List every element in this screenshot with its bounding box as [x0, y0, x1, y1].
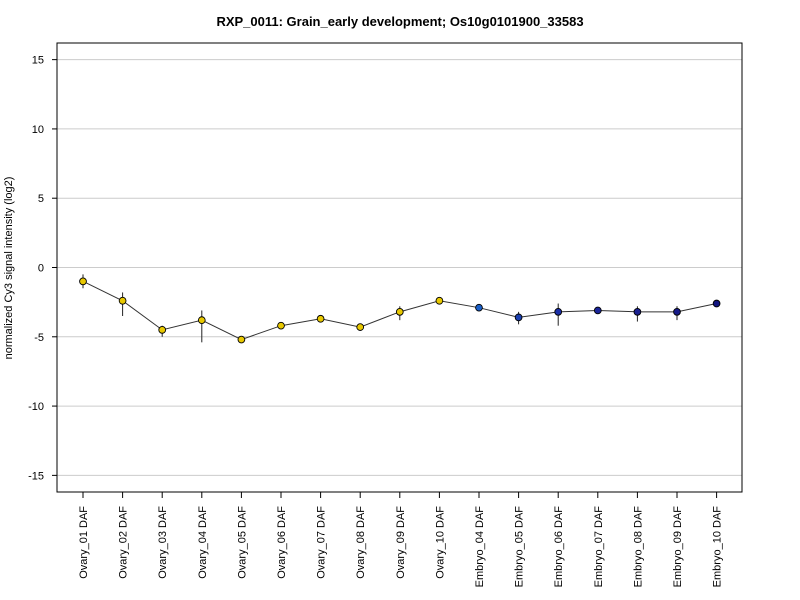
y-tick-label: 5 — [38, 193, 44, 205]
x-tick-label: Ovary_08 DAF — [355, 506, 367, 579]
chart-title: RXP_0011: Grain_early development; Os10g… — [216, 14, 583, 29]
data-point — [712, 299, 721, 308]
x-tick-label: Ovary_09 DAF — [395, 506, 407, 579]
grid-lines — [57, 59, 742, 476]
x-tick-label: Ovary_06 DAF — [276, 506, 288, 579]
x-tick-label: Embryo_08 DAF — [632, 506, 644, 588]
y-tick-label: 0 — [38, 263, 44, 275]
x-tick-label: Ovary_10 DAF — [434, 506, 446, 579]
data-point — [158, 326, 167, 334]
data-point — [554, 307, 563, 316]
x-tick-label: Embryo_05 DAF — [514, 506, 526, 588]
y-tick-label: -5 — [34, 332, 44, 344]
plot-frame — [56, 42, 743, 493]
data-point — [633, 307, 642, 316]
x-tick-label: Ovary_03 DAF — [157, 506, 169, 579]
x-tick-label: Embryo_09 DAF — [672, 506, 684, 588]
data-point — [197, 316, 206, 325]
y-tick-label: 10 — [32, 124, 44, 136]
data-point — [435, 296, 444, 305]
x-tick-label: Embryo_04 DAF — [474, 506, 486, 588]
y-tick-label: 15 — [32, 55, 44, 67]
x-tick-label: Ovary_05 DAF — [236, 506, 248, 579]
y-axis: -15 -10 -5 0 5 10 15 — [28, 55, 57, 482]
data-point — [79, 277, 87, 286]
data-point — [593, 306, 602, 315]
x-tick-label: Embryo_06 DAF — [553, 506, 565, 588]
data-point — [356, 323, 365, 331]
data-point — [395, 307, 404, 316]
x-tick-label: Ovary_02 DAF — [118, 506, 130, 579]
y-tick-label: -10 — [28, 401, 44, 413]
data-point — [118, 296, 127, 305]
data-point — [277, 321, 285, 330]
data-point — [316, 314, 325, 323]
x-tick-label: Ovary_01 DAF — [78, 506, 90, 579]
data-point — [237, 335, 246, 344]
x-tick-label: Ovary_04 DAF — [197, 506, 209, 579]
y-axis-label: normalized Cy3 signal intensity (log2) — [3, 177, 15, 360]
x-tick-label: Ovary_07 DAF — [316, 506, 328, 579]
y-tick-label: -15 — [28, 470, 44, 482]
x-tick-label: Embryo_07 DAF — [593, 506, 605, 588]
data-point — [673, 307, 681, 316]
data-point — [514, 313, 523, 322]
x-tick-label: Embryo_10 DAF — [712, 506, 724, 588]
x-axis: Ovary_01 DAF Ovary_02 DAF Ovary_03 DAF Ovar… — [78, 492, 724, 587]
data-point — [475, 303, 483, 312]
data-series — [79, 274, 721, 344]
